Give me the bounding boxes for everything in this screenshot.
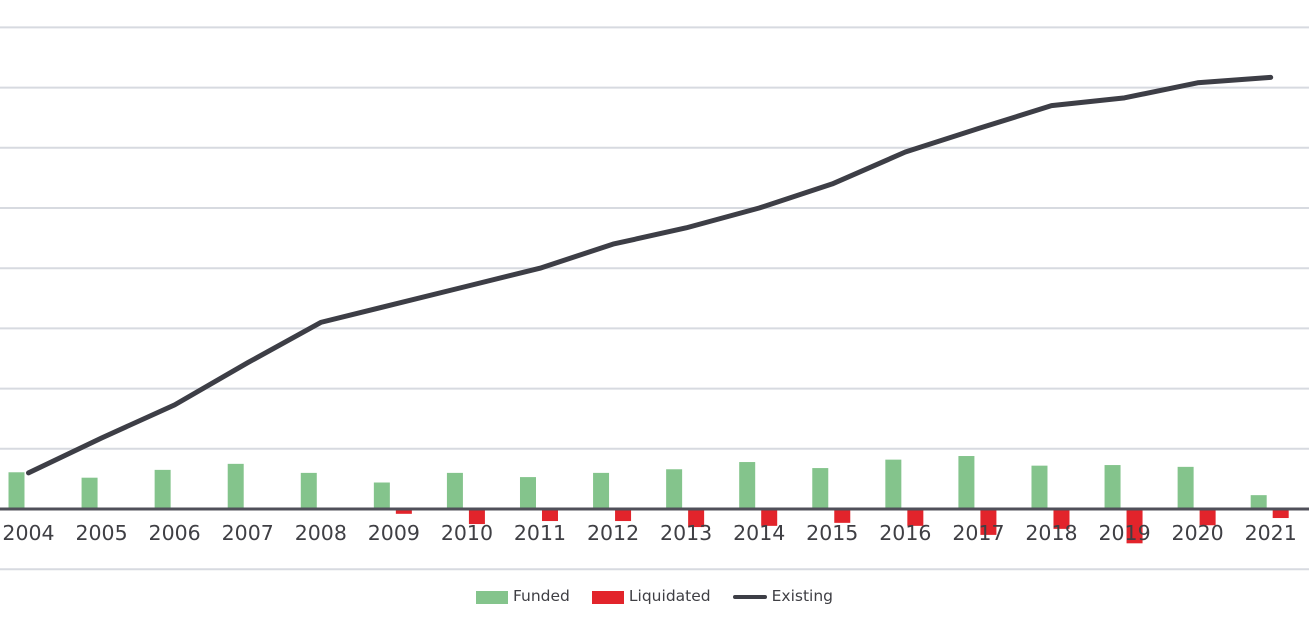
x-axis-label-2006: 2006 [149, 521, 201, 545]
x-axis-label-2011: 2011 [514, 521, 566, 545]
funded-bar-2015 [812, 468, 829, 509]
legend-label-liquidated: Liquidated [628, 587, 711, 606]
funded-bar-2007 [227, 463, 244, 509]
x-axis-label-2013: 2013 [660, 521, 712, 545]
x-axis-label-2008: 2008 [295, 521, 347, 545]
x-axis-label-2015: 2015 [806, 521, 858, 545]
x-axis-label-2017: 2017 [952, 521, 1004, 545]
liquidated-swatch-icon [591, 590, 624, 604]
liquidated-bar-2017 [980, 509, 997, 535]
liquidated-bar-2021 [1272, 509, 1289, 519]
funded-bar-2020 [1177, 466, 1194, 509]
funded-bar-2006 [154, 469, 171, 509]
legend-label-existing: Existing [771, 587, 834, 606]
x-axis-label-2018: 2018 [1025, 521, 1077, 545]
funded-bar-2011 [519, 477, 536, 509]
x-axis-label-2012: 2012 [587, 521, 639, 545]
funded-bar-2013 [666, 469, 683, 509]
liquidated-bar-2012 [615, 509, 632, 522]
funded-bar-2004 [8, 472, 25, 509]
funded-bar-2014 [739, 462, 756, 509]
funded-bar-2017 [958, 456, 975, 509]
liquidated-bar-2013 [688, 509, 705, 528]
liquidated-bar-2020 [1199, 509, 1216, 526]
funded-bar-2009 [373, 482, 390, 509]
existing-line [26, 74, 1274, 476]
existing-line-swatch-icon [732, 595, 767, 599]
x-axis-label-2004: 2004 [2, 521, 54, 545]
x-axis-label-2016: 2016 [879, 521, 931, 545]
chart-legend: Funded Liquidated Existing [0, 586, 1309, 608]
funded-bar-2019 [1104, 465, 1121, 509]
liquidated-bar-2011 [541, 509, 558, 522]
x-axis-label-2014: 2014 [733, 521, 785, 545]
funded-bar-2005 [81, 477, 98, 509]
funded-bar-2012 [593, 472, 610, 509]
x-axis-label-2010: 2010 [441, 521, 493, 545]
funded-bar-2018 [1031, 465, 1048, 509]
liquidated-bar-2018 [1053, 509, 1070, 529]
legend-item-funded: Funded [475, 587, 570, 606]
liquidated-bar-2009 [395, 509, 412, 514]
liquidated-bar-2014 [761, 509, 778, 526]
liquidated-bar-2016 [907, 509, 924, 526]
funded-swatch-icon [475, 590, 508, 604]
funded-bar-2010 [446, 472, 463, 509]
legend-item-liquidated: Liquidated [591, 587, 711, 606]
liquidated-bar-2015 [834, 509, 851, 523]
x-axis-label-2019: 2019 [1098, 521, 1150, 545]
legend-item-existing: Existing [732, 587, 834, 606]
x-axis-label-2020: 2020 [1172, 521, 1224, 545]
liquidated-bar-2019 [1126, 509, 1143, 544]
legend-label-funded: Funded [512, 587, 570, 606]
liquidated-bar-2010 [468, 509, 485, 525]
funded-bar-2016 [885, 459, 902, 509]
x-axis-label-2021: 2021 [1245, 521, 1297, 545]
funded-bar-2008 [300, 472, 317, 509]
x-axis-label-2007: 2007 [222, 521, 274, 545]
x-axis-label-2005: 2005 [75, 521, 127, 545]
x-axis-label-2009: 2009 [368, 521, 420, 545]
funded-bar-2021 [1250, 495, 1267, 509]
